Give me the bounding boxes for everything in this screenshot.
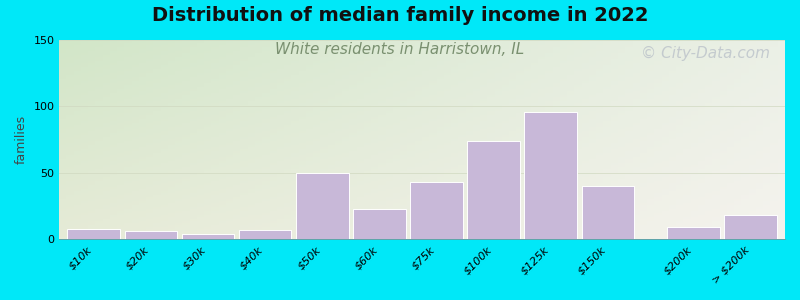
Bar [296, 173, 349, 239]
Text: Distribution of median family income in 2022: Distribution of median family income in … [152, 6, 648, 25]
Bar [67, 229, 120, 239]
Bar [467, 141, 520, 239]
Y-axis label: families: families [15, 115, 28, 164]
Bar [353, 209, 406, 239]
Bar [667, 227, 720, 239]
Bar [725, 215, 777, 239]
Bar [410, 182, 462, 239]
Text: White residents in Harristown, IL: White residents in Harristown, IL [275, 42, 525, 57]
Bar [239, 230, 291, 239]
Bar [125, 231, 177, 239]
Bar [582, 186, 634, 239]
Bar [525, 112, 577, 239]
Bar [182, 234, 234, 239]
Text: © City-Data.com: © City-Data.com [642, 46, 770, 61]
